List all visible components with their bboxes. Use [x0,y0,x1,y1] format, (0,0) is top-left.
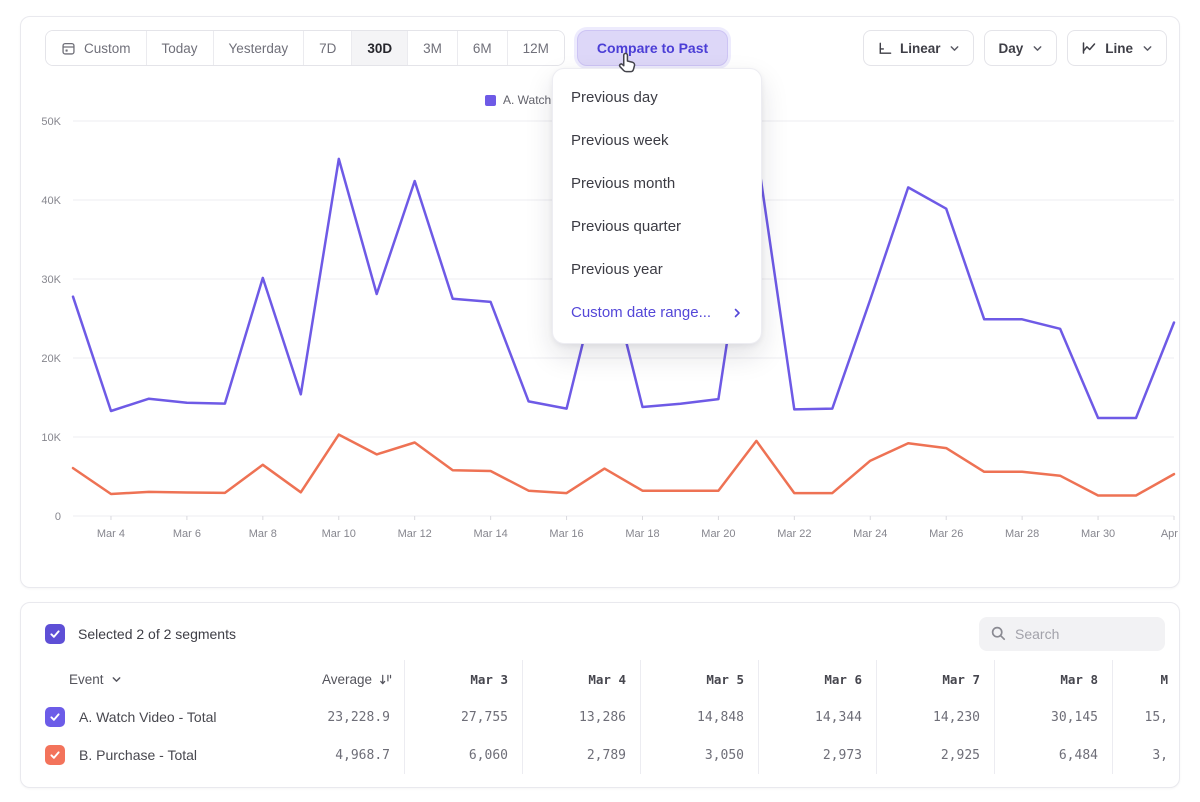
check-icon [49,628,61,640]
x-tick-label: Mar 26 [929,528,963,540]
range-6m[interactable]: 6M [458,31,508,65]
x-tick-label: Mar 4 [97,528,125,540]
column-header-event[interactable]: Event [21,660,284,698]
compare-to-past-button[interactable]: Compare to Past [577,30,728,66]
column-header-mar-5: Mar 5 [640,660,758,698]
table-cell: 30,145 [994,698,1112,736]
sort-descending-icon [379,673,392,686]
table-cell: 14,230 [876,698,994,736]
segment-checkbox[interactable] [45,707,65,727]
select-all-checkbox[interactable] [45,624,65,644]
x-tick-label: Mar 12 [398,528,432,540]
interval-dropdown-button[interactable]: Day [984,30,1057,66]
column-header-mar-8: Mar 8 [994,660,1112,698]
y-tick-label: 10K [41,432,61,444]
table-cell: 13,286 [522,698,640,736]
scale-dropdown-button[interactable]: Linear [863,30,975,66]
column-header-average[interactable]: Average [284,660,404,698]
table-row-label: A. Watch Video - Total [21,698,284,736]
compare-option-previous-month[interactable]: Previous month [553,162,761,205]
search-icon [990,625,1007,647]
chevron-down-icon [1032,43,1043,54]
x-tick-label: Mar 22 [777,528,811,540]
table-cell: 14,848 [640,698,758,736]
segment-name: A. Watch Video - Total [79,709,216,725]
chevron-right-icon [731,307,743,319]
x-tick-label: Mar 10 [322,528,356,540]
y-tick-label: 50K [41,116,61,128]
scale-label: Linear [900,41,941,56]
chevron-down-icon [111,674,122,685]
calendar-icon [61,41,76,56]
compare-option-previous-week[interactable]: Previous week [553,119,761,162]
segment-checkbox[interactable] [45,745,65,765]
x-tick-label: Mar 30 [1081,528,1115,540]
x-tick-label: Mar 14 [473,528,507,540]
compare-option-custom-date-range[interactable]: Custom date range... [553,291,761,334]
interval-label: Day [998,41,1023,56]
compare-option-previous-quarter[interactable]: Previous quarter [553,205,761,248]
selected-summary: Selected 2 of 2 segments [78,626,236,642]
x-tick-label: Mar 8 [249,528,277,540]
table-cell: 2,789 [522,736,640,774]
y-tick-label: 30K [41,274,61,286]
column-header-mar-4: Mar 4 [522,660,640,698]
chart-type-label: Line [1105,41,1133,56]
x-tick-label: Mar 20 [701,528,735,540]
column-header-mar-3: Mar 3 [404,660,522,698]
table-cell: 14,344 [758,698,876,736]
range-7d[interactable]: 7D [304,31,352,65]
y-tick-label: 40K [41,195,61,207]
chart-controls-group: Linear Day Line [863,30,1167,66]
y-tick-label: 20K [41,353,61,365]
date-range-group: CustomTodayYesterday7D30D3M6M12M [45,30,565,66]
x-tick-label: Mar 24 [853,528,887,540]
range-today[interactable]: Today [147,31,214,65]
compare-to-past-menu: Previous dayPrevious weekPrevious monthP… [552,68,762,344]
line-chart-icon [1081,40,1097,56]
chart-toolbar: CustomTodayYesterday7D30D3M6M12M Compare… [21,17,1179,66]
compare-option-previous-year[interactable]: Previous year [553,248,761,291]
column-header-mar-6: Mar 6 [758,660,876,698]
x-tick-label: Mar 18 [625,528,659,540]
x-tick-label: Mar 16 [549,528,583,540]
segments-table: EventAverageMar 3Mar 4Mar 5Mar 6Mar 7Mar… [21,660,1179,774]
x-tick-label: Mar 28 [1005,528,1039,540]
y-tick-label: 0 [55,511,61,523]
linear-scale-icon [877,41,892,56]
range-custom[interactable]: Custom [46,31,147,65]
table-cell: 6,484 [994,736,1112,774]
table-cell: 6,060 [404,736,522,774]
range-30d[interactable]: 30D [352,31,408,65]
range-yesterday[interactable]: Yesterday [214,31,305,65]
range-3m[interactable]: 3M [408,31,458,65]
chevron-down-icon [1142,43,1153,54]
x-tick-label: Mar 6 [173,528,201,540]
column-header-mar-7: Mar 7 [876,660,994,698]
x-tick-label: Apr 1 [1161,528,1179,540]
cell-average: 4,968.7 [284,736,404,774]
range-12m[interactable]: 12M [508,31,564,65]
compare-option-previous-day[interactable]: Previous day [553,76,761,119]
table-cell: 3, [1112,736,1180,774]
segments-table-card: Selected 2 of 2 segments EventAverageMar… [20,602,1180,788]
column-header-m: M [1112,660,1180,698]
segment-name: B. Purchase - Total [79,747,197,763]
table-cell: 27,755 [404,698,522,736]
chart-type-dropdown-button[interactable]: Line [1067,30,1167,66]
series-line-b-purchase-total [73,435,1174,496]
table-cell: 15, [1112,698,1180,736]
cell-average: 23,228.9 [284,698,404,736]
search-box [979,617,1165,651]
table-cell: 2,925 [876,736,994,774]
chevron-down-icon [949,43,960,54]
legend-swatch [485,95,496,106]
table-cell: 3,050 [640,736,758,774]
segments-topbar: Selected 2 of 2 segments [21,603,1179,660]
table-cell: 2,973 [758,736,876,774]
table-row-label: B. Purchase - Total [21,736,284,774]
